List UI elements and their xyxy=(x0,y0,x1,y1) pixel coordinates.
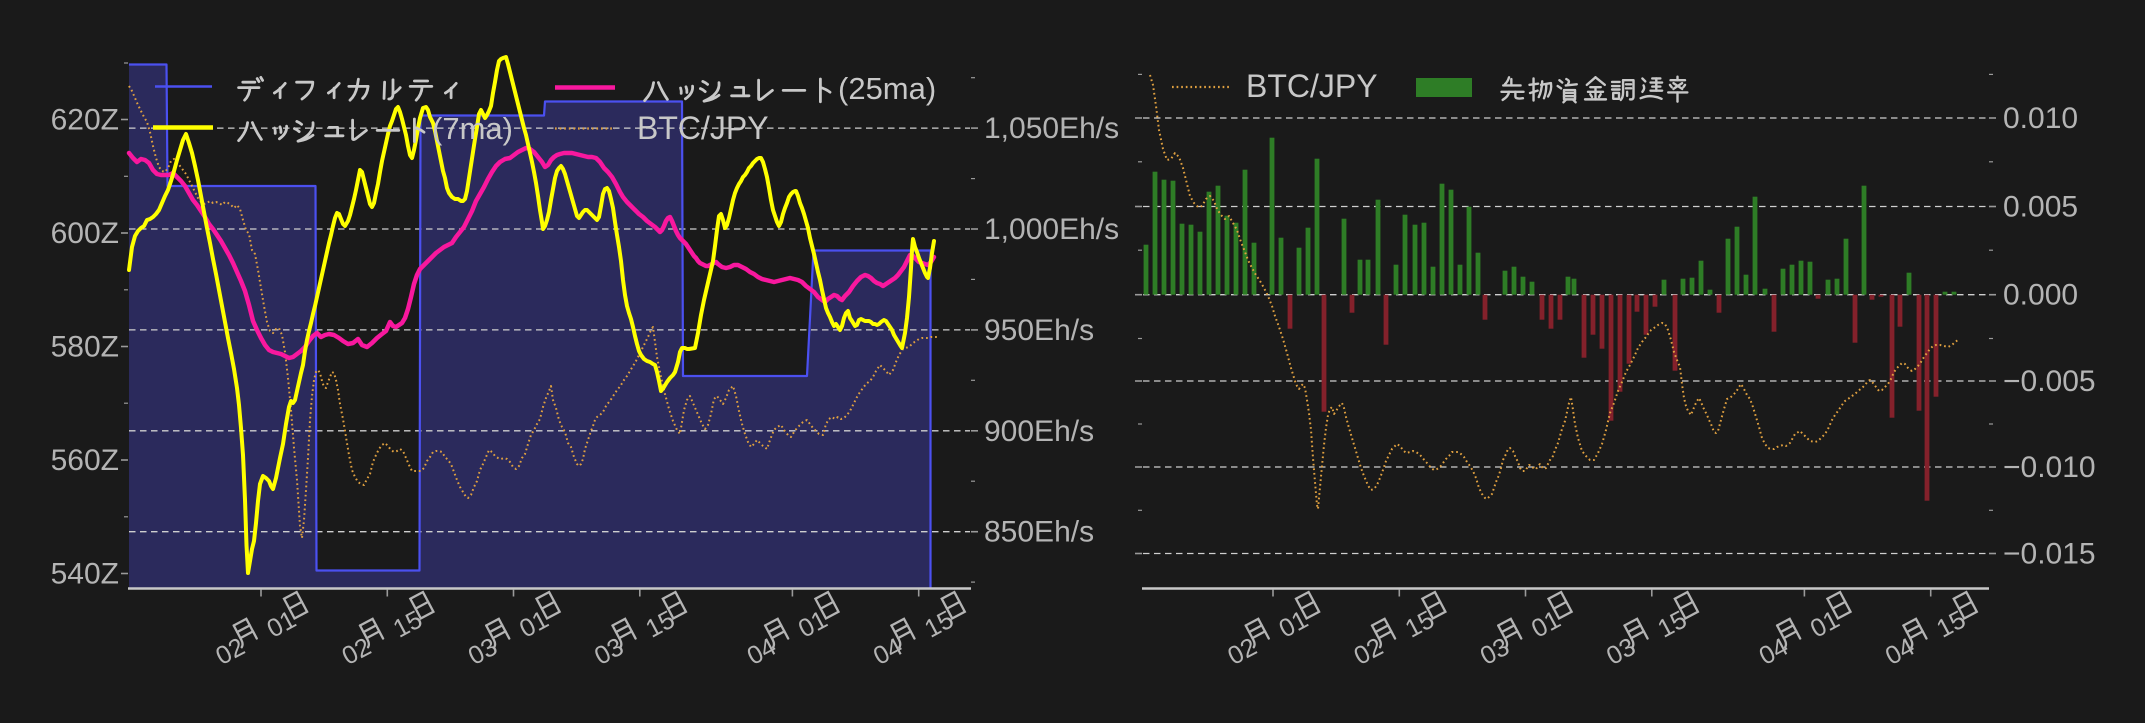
svg-text:620Z: 620Z xyxy=(51,104,119,137)
svg-text:900Eh/s: 900Eh/s xyxy=(984,415,1094,448)
svg-text:0.010: 0.010 xyxy=(2003,102,2078,135)
svg-text:850Eh/s: 850Eh/s xyxy=(984,516,1094,549)
svg-text:540Z: 540Z xyxy=(51,558,119,591)
svg-text:(7ma): (7ma) xyxy=(432,111,513,146)
svg-text:0.000: 0.000 xyxy=(2003,279,2078,312)
svg-text:BTC/JPY: BTC/JPY xyxy=(637,110,769,146)
svg-text:BTC/JPY: BTC/JPY xyxy=(1246,68,1378,104)
svg-text:−0.015: −0.015 xyxy=(2003,538,2096,571)
svg-text:1,000Eh/s: 1,000Eh/s xyxy=(984,213,1119,246)
svg-text:−0.010: −0.010 xyxy=(2003,451,2096,484)
svg-text:950Eh/s: 950Eh/s xyxy=(984,314,1094,347)
svg-text:1,050Eh/s: 1,050Eh/s xyxy=(984,112,1119,145)
svg-text:(25ma): (25ma) xyxy=(838,71,936,106)
svg-text:580Z: 580Z xyxy=(51,331,119,364)
svg-text:0.005: 0.005 xyxy=(2003,191,2078,224)
svg-text:−0.005: −0.005 xyxy=(2003,365,2096,398)
svg-text:560Z: 560Z xyxy=(51,444,119,477)
svg-text:600Z: 600Z xyxy=(51,217,119,250)
